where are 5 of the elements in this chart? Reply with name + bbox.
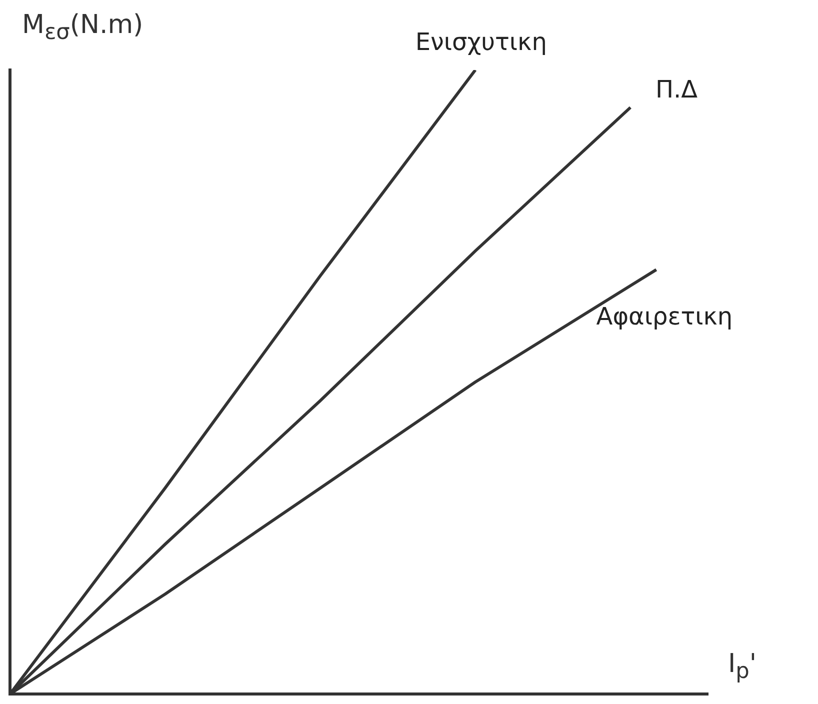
series-label: Αφαιρετικη bbox=[596, 302, 733, 331]
series-label: Ενισχυτικη bbox=[415, 28, 547, 56]
x-axis-title: I$_{p}$' bbox=[728, 649, 757, 684]
series-label: Π.Δ bbox=[655, 75, 698, 104]
y-axis-title: M$_{εσ}$(N.m) bbox=[22, 10, 144, 46]
